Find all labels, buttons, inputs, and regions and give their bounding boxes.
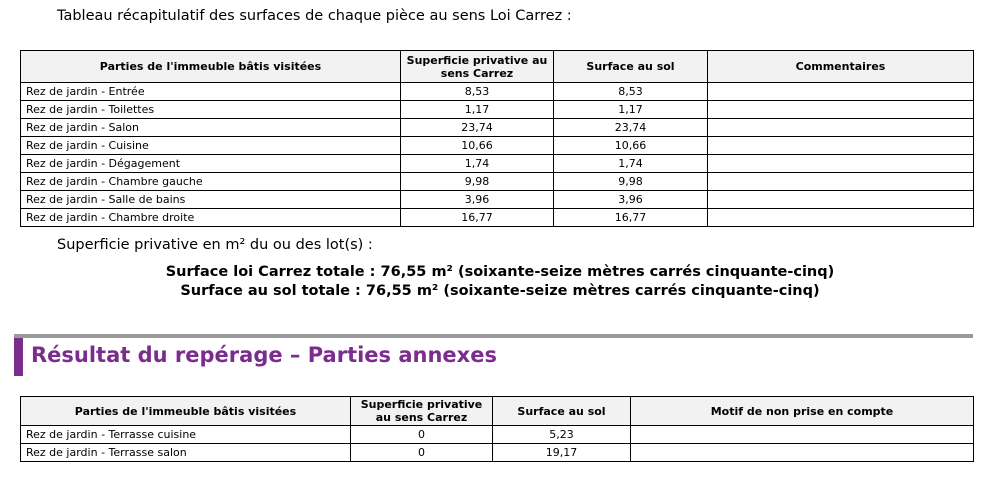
header-cell: Parties de l'immeuble bâtis visitées	[20, 50, 401, 83]
header-cell: Superficie privative au sens Carrez	[400, 50, 554, 83]
summary-label: Superficie privative en m² du ou des lot…	[57, 237, 373, 253]
table-cell	[630, 443, 974, 462]
table-cell: 23,74	[553, 118, 708, 137]
header-cell: Parties de l'immeuble bâtis visitées	[20, 396, 351, 426]
table-cell: 0	[350, 443, 493, 462]
summary-line: Surface loi Carrez totale : 76,55 m² (so…	[165, 264, 835, 280]
intro-text: Tableau récapitulatif des surfaces de ch…	[57, 8, 572, 24]
table-cell	[707, 82, 974, 101]
table-cell: Rez de jardin - Toilettes	[20, 100, 401, 119]
table-cell	[630, 425, 974, 444]
table-cell: 1,17	[553, 100, 708, 119]
table-cell: 1,17	[400, 100, 554, 119]
table-cell: 8,53	[553, 82, 708, 101]
table: Parties de l'immeuble bâtis visitées Supe…	[20, 50, 974, 227]
table-cell	[707, 136, 974, 155]
table-cell	[707, 118, 974, 137]
table-cell	[707, 100, 974, 119]
table-cell: 19,17	[492, 443, 631, 462]
table-cell: 16,77	[553, 208, 708, 227]
table-cell: 9,98	[553, 172, 708, 191]
table-cell: 10,66	[553, 136, 708, 155]
table-cell: Rez de jardin - Salle de bains	[20, 190, 401, 209]
table-cell: 16,77	[400, 208, 554, 227]
table-cell: 23,74	[400, 118, 554, 137]
table-cell: Rez de jardin - Dégagement	[20, 154, 401, 173]
header-cell: Superficie privative au sens Carrez	[350, 396, 493, 426]
section-rule	[14, 334, 973, 338]
summary-line: Surface au sol totale : 76,55 m² (soixan…	[180, 283, 820, 299]
table-row: Rez de jardin - Toilettes 1,17 1,17	[20, 100, 974, 119]
table-cell	[707, 208, 974, 227]
table-cell: 5,23	[492, 425, 631, 444]
table-cell: 3,96	[400, 190, 554, 209]
table-cell: Rez de jardin - Entrée	[20, 82, 401, 101]
table-cell: 0	[350, 425, 493, 444]
table-row: Rez de jardin - Entrée 8,53 8,53	[20, 82, 974, 101]
table-cell: Rez de jardin - Terrasse salon	[20, 443, 351, 462]
table-row: Rez de jardin - Terrasse cuisine 0 5,23	[20, 425, 974, 444]
header-cell: Commentaires	[707, 50, 974, 83]
table-cell: Rez de jardin - Chambre gauche	[20, 172, 401, 191]
table-cell: 10,66	[400, 136, 554, 155]
table-cell: 3,96	[553, 190, 708, 209]
table-row: Rez de jardin - Salle de bains 3,96 3,96	[20, 190, 974, 209]
table-row: Rez de jardin - Cuisine 10,66 10,66	[20, 136, 974, 155]
table-cell: 1,74	[400, 154, 554, 173]
section-bar	[14, 338, 23, 376]
header-row: Parties de l'immeuble bâtis visitées Supe…	[20, 396, 974, 426]
table-row: Rez de jardin - Dégagement 1,74 1,74	[20, 154, 974, 173]
table-cell	[707, 154, 974, 173]
table-cell: Rez de jardin - Terrasse cuisine	[20, 425, 351, 444]
table-cell: 1,74	[553, 154, 708, 173]
header-cell: Surface au sol	[553, 50, 708, 83]
table-cell: 9,98	[400, 172, 554, 191]
table-row: Rez de jardin - Terrasse salon 0 19,17	[20, 443, 974, 462]
table-cell	[707, 190, 974, 209]
table-cell: Rez de jardin - Salon	[20, 118, 401, 137]
table-row: Rez de jardin - Chambre gauche 9,98 9,98	[20, 172, 974, 191]
table-row: Rez de jardin - Chambre droite 16,77 16,77	[20, 208, 974, 227]
table-cell: Rez de jardin - Cuisine	[20, 136, 401, 155]
header-cell: Surface au sol	[492, 396, 631, 426]
section-title: Résultat du repérage – Parties annexes	[31, 343, 497, 367]
table-cell: 8,53	[400, 82, 554, 101]
header-row: Parties de l'immeuble bâtis visitées Supe…	[20, 50, 974, 83]
header-cell: Motif de non prise en compte	[630, 396, 974, 426]
table-cell: Rez de jardin - Chambre droite	[20, 208, 401, 227]
table-row: Rez de jardin - Salon 23,74 23,74	[20, 118, 974, 137]
table-cell	[707, 172, 974, 191]
table: Parties de l'immeuble bâtis visitées Supe…	[20, 396, 974, 462]
